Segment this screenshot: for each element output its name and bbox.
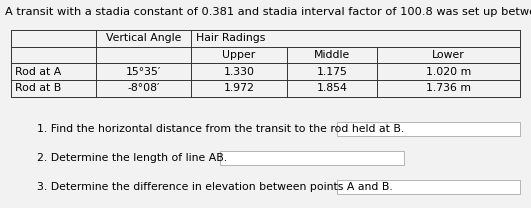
Text: 2. Determine the length of line AB.: 2. Determine the length of line AB. [37, 153, 227, 163]
Text: Rod at B: Rod at B [15, 83, 61, 93]
Text: 1.972: 1.972 [224, 83, 254, 93]
Text: 1.175: 1.175 [316, 67, 347, 77]
Text: Rod at A: Rod at A [15, 67, 61, 77]
Text: Lower: Lower [432, 50, 465, 60]
Text: Middle: Middle [314, 50, 350, 60]
Text: 1.330: 1.330 [224, 67, 254, 77]
Text: 15°35′: 15°35′ [126, 67, 161, 77]
Text: A transit with a stadia constant of 0.381 and stadia interval factor of 100.8 wa: A transit with a stadia constant of 0.38… [5, 7, 531, 17]
Text: 1.736 m: 1.736 m [426, 83, 471, 93]
FancyBboxPatch shape [220, 151, 404, 165]
Text: 1. Find the horizontal distance from the transit to the rod held at B.: 1. Find the horizontal distance from the… [37, 124, 405, 134]
FancyBboxPatch shape [337, 180, 520, 194]
Text: -8°08′: -8°08′ [127, 83, 160, 93]
Text: Vertical Angle: Vertical Angle [106, 33, 181, 43]
Text: 1.854: 1.854 [316, 83, 347, 93]
Text: Hair Radings: Hair Radings [196, 33, 266, 43]
Text: Upper: Upper [222, 50, 255, 60]
FancyBboxPatch shape [337, 122, 520, 136]
Text: 3. Determine the difference in elevation between points A and B.: 3. Determine the difference in elevation… [37, 182, 393, 192]
Text: 1.020 m: 1.020 m [426, 67, 472, 77]
